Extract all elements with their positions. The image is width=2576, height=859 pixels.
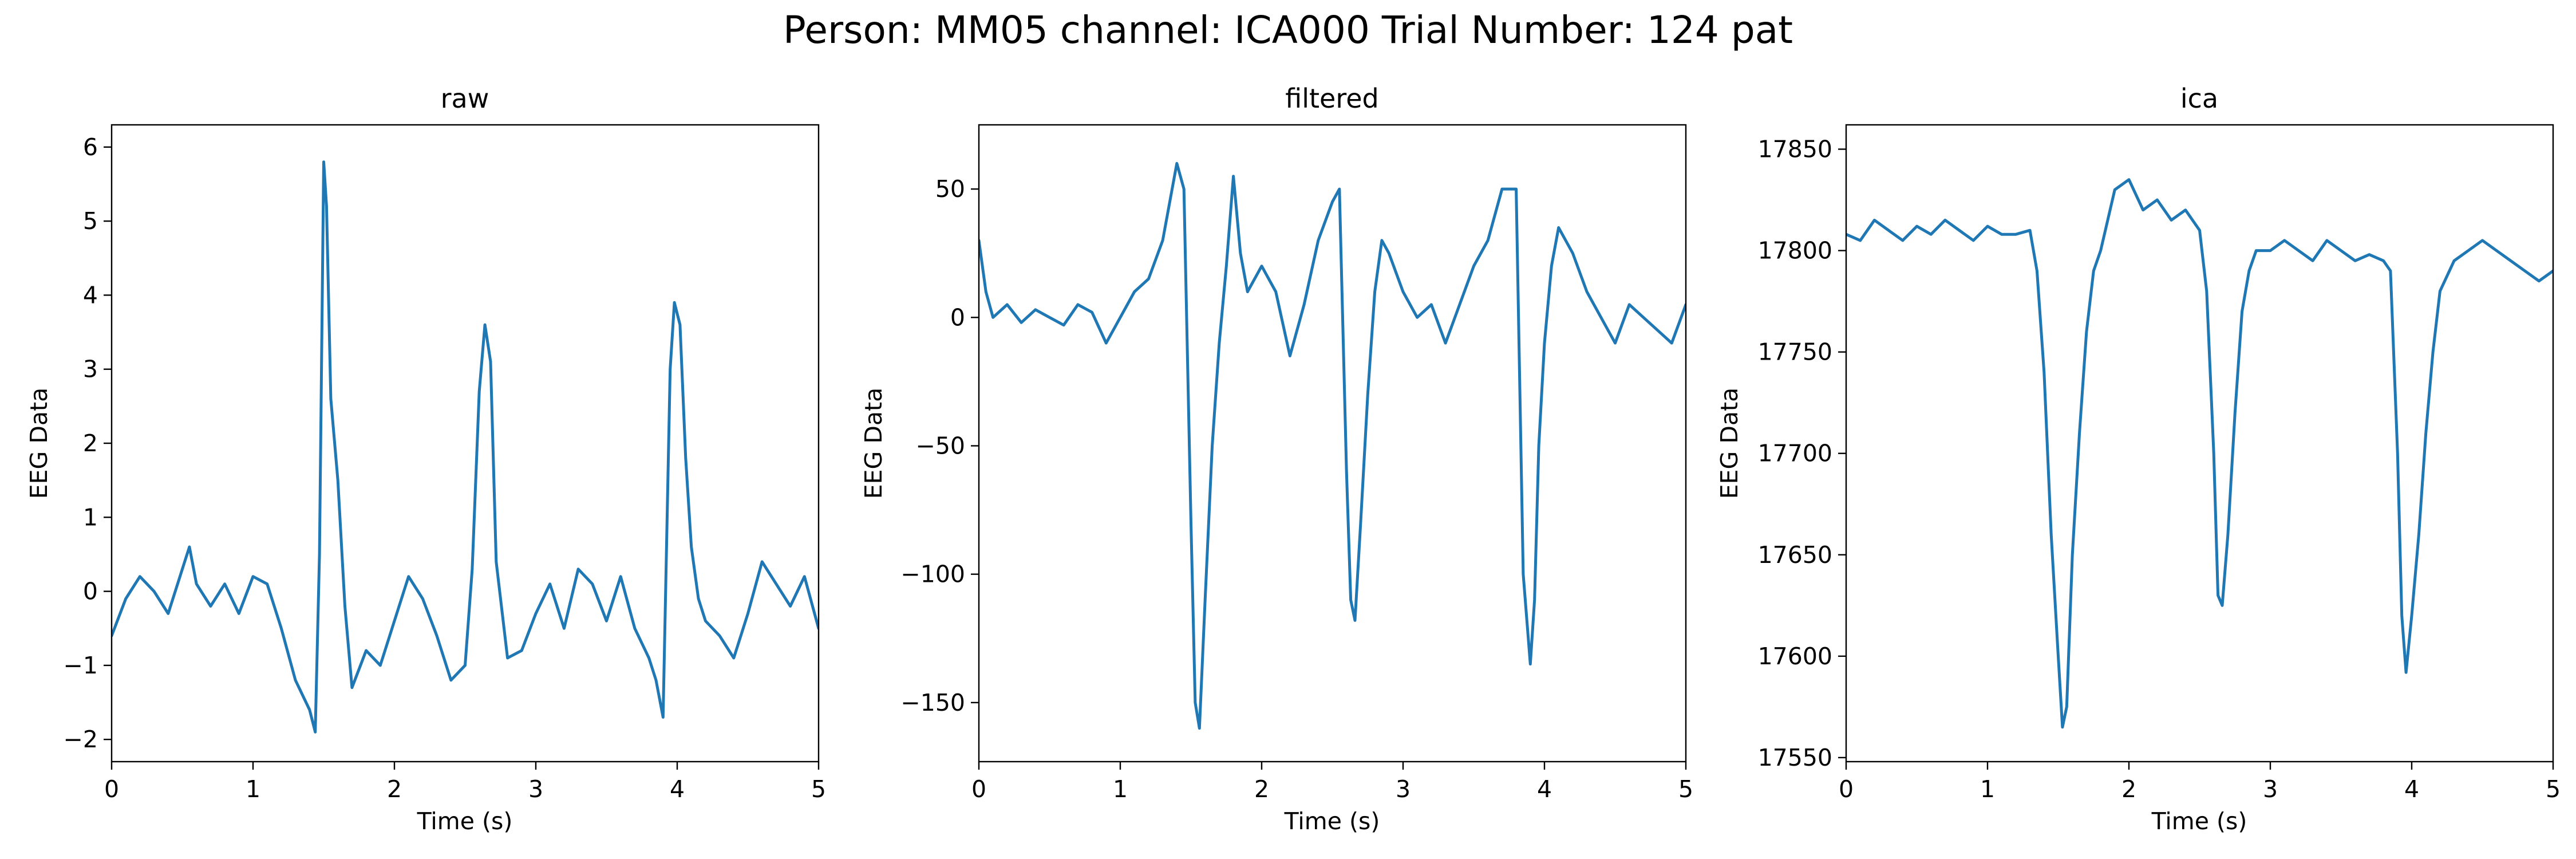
panel-filtered: filtered Time (s) EEG Data 0 1 2 3 4 5 −150 −10… <box>860 83 1693 835</box>
y-tick-label-raw: 1 <box>83 503 98 531</box>
plot-frame-filtered <box>978 124 1687 763</box>
y-tick-label-ica: 17800 <box>1758 237 1832 265</box>
figure-title: Person: MM05 channel: ICA000 Trial Numbe… <box>783 8 1793 52</box>
panel-raw: raw Time (s) EEG Data 0 1 2 3 4 5 −2 −1 0 1 2 3 4 5 6 <box>25 83 826 835</box>
y-tick-label-ica: 17600 <box>1758 643 1832 670</box>
y-tick-label-filtered: 50 <box>935 175 965 203</box>
x-axis-label-ica: Time (s) <box>2151 807 2247 835</box>
y-tick-label-filtered: −100 <box>900 561 965 588</box>
x-tick-label-raw: 1 <box>246 775 260 803</box>
panel-ica: ica Time (s) EEG Data 0 1 2 3 4 5 17550 17600 17… <box>1716 83 2561 835</box>
series-line-filtered <box>979 161 1686 730</box>
x-tick-label-ica: 5 <box>2546 775 2561 803</box>
x-tick-label-raw: 5 <box>811 775 826 803</box>
y-tick-label-raw: 6 <box>83 133 98 161</box>
y-tick-label-filtered: 0 <box>950 304 965 331</box>
x-tick-label-ica: 2 <box>2121 775 2136 803</box>
y-tick-label-filtered: −50 <box>915 432 965 459</box>
y-axis-label-filtered: EEG Data <box>860 388 887 499</box>
panel-title-filtered: filtered <box>1285 83 1379 114</box>
x-tick-label-raw: 4 <box>670 775 685 803</box>
y-tick-label-raw: 4 <box>83 281 98 309</box>
series-line-ica <box>1846 178 2553 729</box>
x-tick-label-ica: 0 <box>1839 775 1854 803</box>
y-tick-label-ica: 17850 <box>1758 135 1832 163</box>
y-tick-label-filtered: −150 <box>900 689 965 716</box>
y-tick-label-ica: 17650 <box>1758 541 1832 569</box>
x-tick-label-ica: 3 <box>2263 775 2278 803</box>
x-tick-label-filtered: 2 <box>1254 775 1269 803</box>
x-axis-label-raw: Time (s) <box>417 807 513 835</box>
x-tick-label-raw: 3 <box>528 775 543 803</box>
y-axis-label-ica: EEG Data <box>1716 388 1743 499</box>
y-tick-label-raw: 0 <box>83 578 98 605</box>
y-tick-label-ica: 17750 <box>1758 338 1832 366</box>
y-axis-label-raw: EEG Data <box>25 388 53 499</box>
x-tick-label-filtered: 0 <box>971 775 986 803</box>
x-tick-label-raw: 0 <box>104 775 119 803</box>
x-tick-label-filtered: 3 <box>1396 775 1411 803</box>
x-tick-label-raw: 2 <box>387 775 402 803</box>
x-tick-label-filtered: 1 <box>1113 775 1128 803</box>
series-line-raw <box>112 160 819 734</box>
x-tick-label-filtered: 4 <box>1537 775 1552 803</box>
y-tick-label-ica: 17550 <box>1758 744 1832 771</box>
y-tick-label-raw: 3 <box>83 356 98 383</box>
panel-title-ica: ica <box>2180 83 2218 114</box>
plot-frame-ica <box>1845 124 2554 763</box>
panel-title-raw: raw <box>441 83 489 114</box>
y-tick-label-raw: 2 <box>83 430 98 457</box>
x-tick-label-filtered: 5 <box>1678 775 1693 803</box>
y-tick-label-raw: −1 <box>64 652 98 679</box>
y-tick-label-raw: 5 <box>83 207 98 235</box>
x-axis-label-filtered: Time (s) <box>1284 807 1380 835</box>
y-tick-label-ica: 17700 <box>1758 440 1832 467</box>
x-tick-label-ica: 4 <box>2404 775 2419 803</box>
y-tick-label-raw: −2 <box>64 726 98 753</box>
x-tick-label-ica: 1 <box>1980 775 1995 803</box>
